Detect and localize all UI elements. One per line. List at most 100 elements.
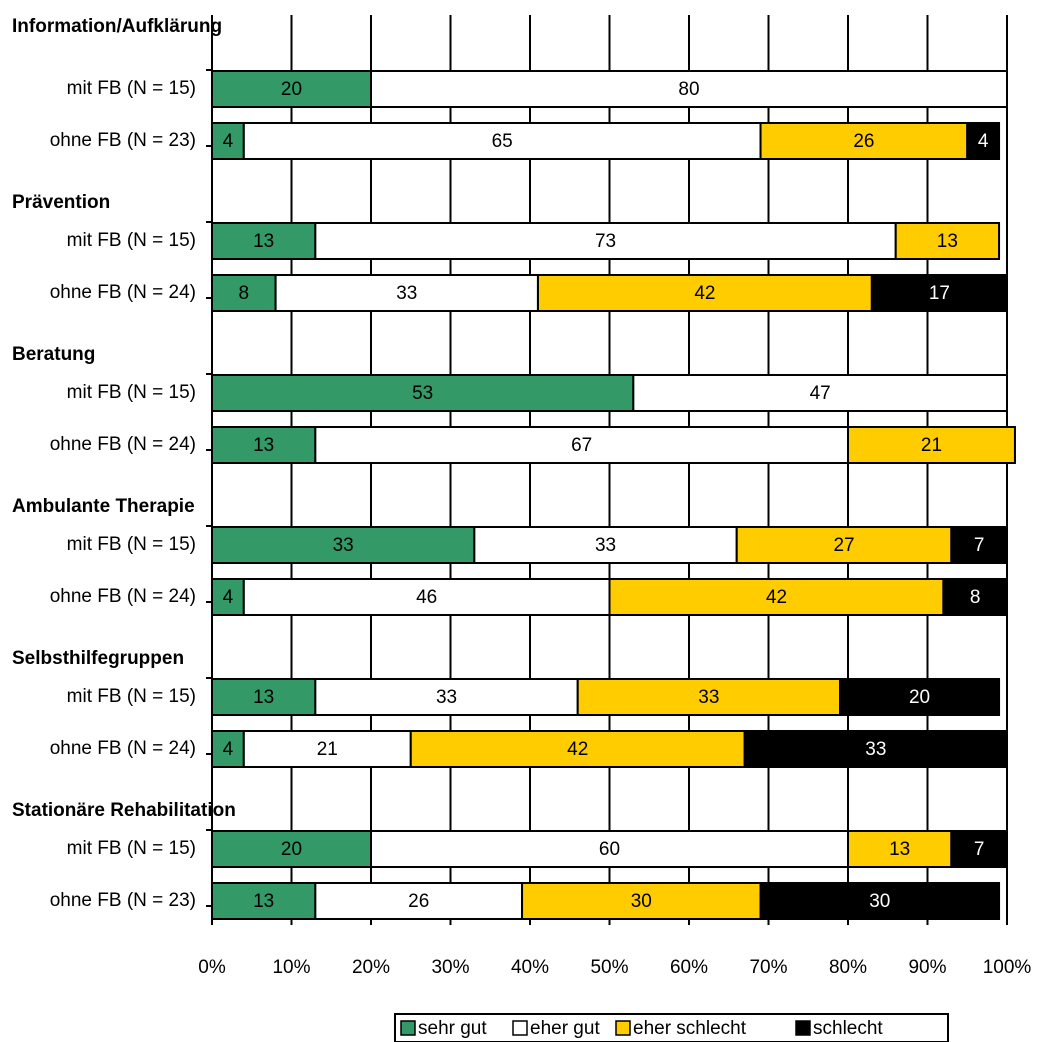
data-label: 20 xyxy=(281,79,302,100)
bar-segment xyxy=(314,678,579,716)
bar-segment xyxy=(370,70,1008,108)
data-label: 33 xyxy=(595,535,616,556)
y-tick-label: ohne FB (N = 23) xyxy=(50,130,196,151)
y-tick-label: ohne FB (N = 24) xyxy=(50,586,196,607)
y-tick-label: mit FB (N = 15) xyxy=(67,230,196,251)
y-tick-label: mit FB (N = 15) xyxy=(67,686,196,707)
x-tick-label: 70% xyxy=(749,957,787,978)
bar-segment xyxy=(942,578,1009,616)
bar-segment xyxy=(894,222,1001,260)
data-label: 4 xyxy=(978,131,989,152)
data-label: 7 xyxy=(974,839,985,860)
data-label: 17 xyxy=(929,283,950,304)
legend-label: sehr gut xyxy=(418,1018,487,1039)
y-tick-label: ohne FB (N = 24) xyxy=(50,738,196,759)
y-tick-label: ohne FB (N = 24) xyxy=(50,434,196,455)
bar-segment xyxy=(211,374,635,412)
bar-segment xyxy=(211,526,476,564)
bar-segment xyxy=(370,830,849,868)
bar-segment xyxy=(743,730,1009,768)
data-label: 13 xyxy=(253,687,274,708)
bar-segment xyxy=(847,830,953,868)
bar-segment xyxy=(632,374,1008,412)
legend-swatch xyxy=(400,1020,416,1036)
data-label: 21 xyxy=(921,435,942,456)
group-title: Information/Aufklärung xyxy=(12,16,222,37)
data-label: 67 xyxy=(571,435,592,456)
y-tick-label: mit FB (N = 15) xyxy=(67,382,196,403)
data-label: 47 xyxy=(810,383,831,404)
group-title: Beratung xyxy=(12,344,95,365)
data-label: 33 xyxy=(333,535,354,556)
x-tick-label: 80% xyxy=(829,957,867,978)
data-label: 13 xyxy=(889,839,910,860)
x-tick-label: 40% xyxy=(511,957,549,978)
group-title: Stationäre Rehabilitation xyxy=(12,800,236,821)
data-label: 8 xyxy=(239,283,250,304)
bar-segment xyxy=(242,122,762,160)
data-label: 13 xyxy=(253,231,274,252)
bar-segment xyxy=(521,882,762,920)
legend-swatch xyxy=(795,1020,811,1036)
bar-segment xyxy=(314,426,850,464)
bar-segment xyxy=(409,730,746,768)
data-label: 8 xyxy=(970,587,981,608)
group-title: Selbsthilfegruppen xyxy=(12,648,184,669)
bar-segment xyxy=(211,122,245,160)
data-label: 46 xyxy=(416,587,437,608)
bar-segment xyxy=(211,426,317,464)
data-label: 42 xyxy=(567,739,588,760)
data-label: 20 xyxy=(281,839,302,860)
data-label: 30 xyxy=(869,891,890,912)
group-title: Ambulante Therapie xyxy=(12,496,195,517)
bar-segment xyxy=(242,578,611,616)
x-tick-label: 100% xyxy=(983,957,1032,978)
data-label: 27 xyxy=(833,535,854,556)
y-tick-label: mit FB (N = 15) xyxy=(67,838,196,859)
data-label: 26 xyxy=(853,131,874,152)
bar-segment xyxy=(211,882,317,920)
data-label: 73 xyxy=(595,231,616,252)
legend-box xyxy=(394,1013,949,1042)
legend-label: eher gut xyxy=(530,1018,600,1039)
y-tick-label: ohne FB (N = 24) xyxy=(50,282,196,303)
y-tick-label: mit FB (N = 15) xyxy=(67,534,196,555)
bar-segment xyxy=(576,678,842,716)
bar-segment xyxy=(735,526,953,564)
data-label: 13 xyxy=(937,231,958,252)
data-label: 26 xyxy=(408,891,429,912)
bar-segment xyxy=(211,274,277,312)
data-label: 53 xyxy=(412,383,433,404)
x-tick-label: 20% xyxy=(352,957,390,978)
bar-segment xyxy=(950,830,1008,868)
x-tick-label: 10% xyxy=(272,957,310,978)
data-label: 4 xyxy=(223,131,234,152)
x-tick-label: 30% xyxy=(431,957,469,978)
bar-segment xyxy=(314,222,897,260)
data-label: 30 xyxy=(631,891,652,912)
bar-segment xyxy=(950,526,1008,564)
data-label: 42 xyxy=(694,283,715,304)
data-label: 33 xyxy=(698,687,719,708)
legend-label: schlecht xyxy=(813,1018,883,1039)
data-label: 13 xyxy=(253,891,274,912)
legend-swatch xyxy=(512,1020,528,1036)
y-tick-label: ohne FB (N = 23) xyxy=(50,890,196,911)
bar-segment xyxy=(847,426,1016,464)
data-label: 60 xyxy=(599,839,620,860)
legend-swatch xyxy=(615,1020,631,1036)
bar-segment xyxy=(870,274,1008,312)
x-tick-label: 0% xyxy=(198,957,226,978)
bar-segment xyxy=(274,274,539,312)
bar-segment xyxy=(211,830,372,868)
data-label: 13 xyxy=(253,435,274,456)
bar-segment xyxy=(314,882,524,920)
bar-segment xyxy=(211,678,317,716)
data-label: 80 xyxy=(678,79,699,100)
data-label: 33 xyxy=(436,687,457,708)
bar-segment xyxy=(242,730,412,768)
data-label: 42 xyxy=(766,587,787,608)
bar-segment xyxy=(839,678,1001,716)
